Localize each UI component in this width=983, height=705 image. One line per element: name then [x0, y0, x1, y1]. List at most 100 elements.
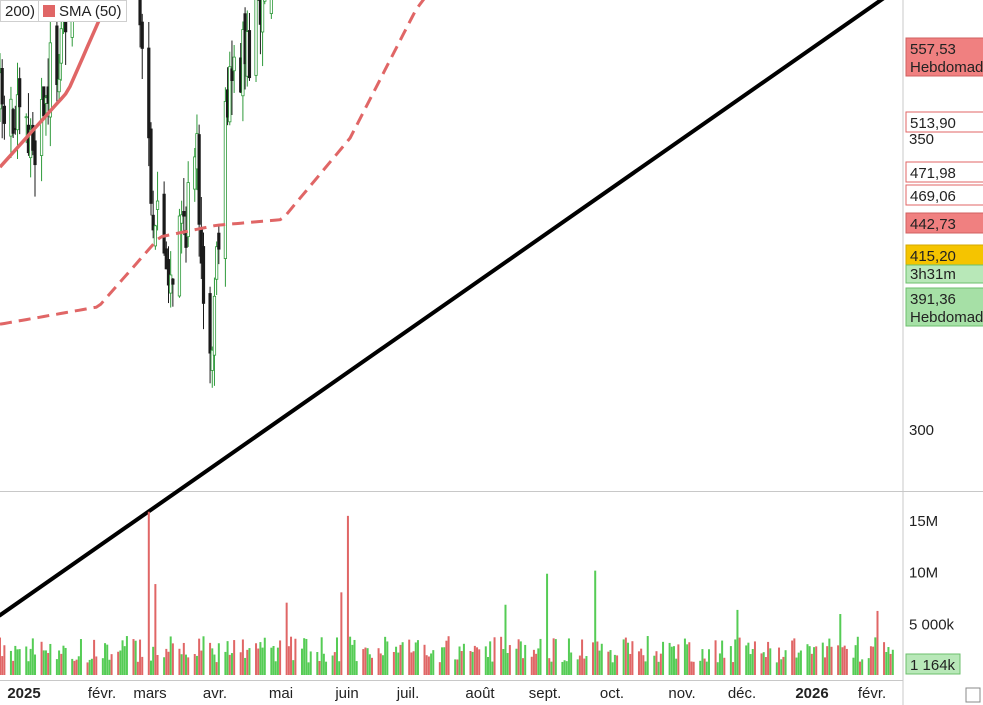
time-tick-label: 2026: [795, 685, 828, 702]
time-tick-label: avr.: [203, 685, 227, 702]
volume-bar: [333, 652, 336, 675]
volume-bar: [583, 658, 586, 675]
volume-bar: [88, 659, 91, 675]
price-badge-value: 415,20: [910, 248, 956, 265]
volume-bar: [285, 602, 288, 675]
volume-bar: [198, 638, 201, 675]
volume-bar: [883, 642, 886, 675]
volume-bar: [73, 660, 76, 675]
volume-bar: [371, 657, 374, 675]
volume-bar: [478, 649, 481, 675]
volume-bar: [701, 649, 704, 675]
candle-body: [11, 109, 15, 134]
volume-bar: [885, 652, 888, 675]
volume-bar: [362, 649, 365, 675]
volume-bar: [77, 656, 80, 675]
volume-bar: [401, 642, 404, 675]
volume-bar: [230, 653, 233, 675]
candle-body: [193, 156, 197, 190]
volume-bar: [454, 659, 457, 675]
volume-bar: [677, 644, 680, 675]
volume-bar: [699, 660, 702, 675]
volume-bar: [688, 642, 691, 675]
legend-sma50[interactable]: SMA (50): [38, 0, 127, 22]
volume-bar: [570, 652, 573, 675]
candle-body: [31, 124, 35, 151]
candle-body: [15, 94, 20, 131]
volume-bar: [325, 661, 328, 675]
volume-bar: [581, 639, 584, 675]
volume-bar: [270, 647, 273, 675]
volume-bar: [425, 655, 428, 675]
volume-bar: [723, 657, 726, 675]
volume-bar: [149, 660, 152, 675]
candle-body: [228, 66, 232, 123]
volume-bar: [500, 636, 503, 675]
volume-bar: [86, 662, 89, 675]
volume-bar: [705, 661, 708, 675]
price-badge-sub: Hebdomada: [910, 59, 983, 76]
volume-bar: [182, 642, 185, 675]
volume-bar: [598, 650, 601, 675]
volume-bar: [381, 655, 384, 675]
volume-bar: [721, 640, 724, 675]
volume-bar: [165, 648, 168, 675]
volume-bar: [769, 648, 772, 675]
volume-bar: [484, 646, 487, 675]
volume-bar: [104, 643, 107, 675]
volume-bar: [386, 641, 389, 675]
volume-bar: [351, 644, 354, 675]
price-badge: [905, 37, 983, 77]
volume-bar: [530, 656, 533, 675]
legend-sma50-label: SMA (50): [59, 2, 122, 20]
volume-bar: [806, 644, 809, 675]
volume-bar: [248, 648, 251, 675]
time-remaining-box: [905, 264, 983, 284]
volume-bar: [592, 642, 595, 675]
volume-bar: [845, 648, 848, 675]
time-tick-label: juin: [334, 685, 358, 702]
volume-bar: [224, 651, 227, 675]
volume-bar: [535, 653, 538, 675]
volume-bar: [793, 638, 796, 675]
time-tick-label: 2025: [7, 685, 40, 702]
volume-bar: [476, 647, 479, 675]
volume-bar: [714, 640, 717, 675]
volume-bar: [672, 646, 675, 675]
volume-bar: [675, 658, 678, 675]
volume-bar: [355, 661, 358, 675]
volume-bar: [47, 652, 50, 675]
volume-bar: [508, 645, 511, 675]
candle-body: [217, 232, 221, 250]
volume-bar: [747, 642, 750, 675]
candle-body: [247, 30, 252, 79]
volume-bar: [320, 637, 323, 675]
volume-bar: [642, 655, 645, 675]
price-badge: [905, 287, 983, 327]
volume-bar: [233, 640, 236, 675]
legend-sma200[interactable]: 200): [0, 0, 41, 22]
volume-bar: [119, 650, 122, 675]
candle-body: [197, 134, 201, 225]
volume-bar: [607, 651, 610, 675]
volume-bar: [171, 643, 174, 675]
volume-bar: [491, 661, 494, 675]
volume-bar: [163, 657, 166, 675]
volume-bar: [64, 647, 67, 675]
volume-bar: [821, 642, 824, 675]
candle-body: [210, 349, 214, 371]
candle-body: [57, 78, 61, 93]
candle-body: [18, 78, 22, 108]
volume-bar: [585, 656, 588, 675]
volume-bar: [662, 641, 665, 675]
resize-corner-icon: [965, 687, 981, 703]
volume-bar: [767, 641, 770, 675]
volume-bar: [791, 640, 794, 675]
volume-bar: [596, 641, 599, 675]
volume-bar: [486, 656, 489, 675]
candle-body: [164, 248, 168, 270]
volume-bar: [539, 638, 542, 675]
volume-bar: [377, 648, 380, 675]
volume-bar: [257, 648, 260, 675]
